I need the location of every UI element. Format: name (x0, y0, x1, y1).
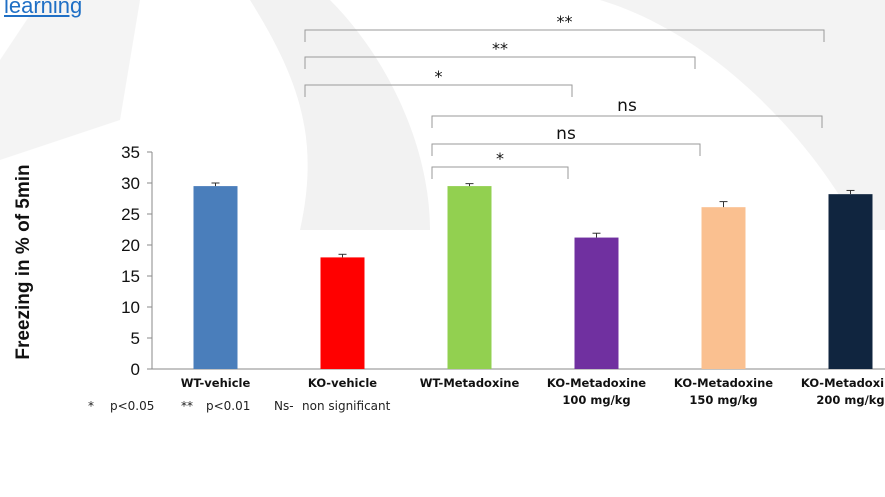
significance-label: ns (556, 124, 576, 144)
footnote-ns-symbol: Ns- (274, 399, 294, 413)
x-tick-label: KO-vehicle (308, 376, 377, 390)
significance-bracket (431, 166, 569, 179)
y-tick-label: 5 (131, 329, 140, 348)
y-tick-labels: 0 5 10 15 20 25 30 35 (121, 143, 152, 379)
footnote-ns-text: non significant (302, 399, 391, 413)
significance-bracket (304, 56, 696, 69)
significance-bracket (431, 143, 701, 156)
bar (574, 237, 619, 369)
significance-bracket (304, 84, 573, 97)
x-tick-label: 150 mg/kg (689, 393, 757, 407)
header-link[interactable]: learning (4, 0, 83, 18)
footnote-p01-text: p<0.01 (206, 399, 251, 413)
y-tick-label: 25 (121, 205, 140, 224)
bar (447, 186, 492, 369)
bar (701, 207, 746, 369)
y-axis-label: Freezing in % of 5min (13, 164, 34, 359)
footnote-p05-symbol: * (88, 399, 94, 413)
significance-label: ns (617, 96, 637, 116)
bar (193, 186, 238, 369)
x-tick-label: WT-Metadoxine (420, 376, 520, 390)
x-tick-label: 200 mg/kg (816, 393, 884, 407)
bar-chart: Freezing in % of 5min 0 5 10 15 20 25 30 35 WT-… (13, 12, 885, 407)
y-tick-label: 35 (121, 143, 140, 162)
y-tick-label: 10 (121, 298, 140, 317)
footnote-legend: * p<0.05 ** p<0.01 Ns- non significant (88, 399, 390, 497)
x-tick-label: KO-Metadoxine (801, 376, 885, 390)
y-tick-label: 0 (131, 360, 140, 379)
y-tick-label: 15 (121, 267, 140, 286)
footnote-p05-text: p<0.05 (110, 399, 155, 413)
significance-label: * (496, 149, 504, 168)
bar (320, 257, 365, 369)
x-tick-label: KO-Metadoxine (674, 376, 773, 390)
x-tick-label: KO-Metadoxine (547, 376, 646, 390)
x-tick-label: 100 mg/kg (562, 393, 630, 407)
footnote-p01-symbol: ** (181, 399, 193, 413)
significance-label: ** (492, 39, 508, 58)
y-tick-label: 20 (121, 236, 140, 255)
bar (828, 194, 873, 369)
significance-bracket (431, 115, 823, 128)
x-tick-labels: WT-vehicle KO-vehicle WT-Metadoxine KO-Meta… (181, 376, 885, 407)
bars (193, 186, 873, 369)
y-tick-label: 30 (121, 174, 140, 193)
x-tick-label: WT-vehicle (181, 376, 251, 390)
error-bars (211, 182, 855, 258)
significance-bracket (304, 29, 825, 42)
significance-label: ** (557, 12, 573, 31)
significance-label: * (435, 67, 443, 86)
